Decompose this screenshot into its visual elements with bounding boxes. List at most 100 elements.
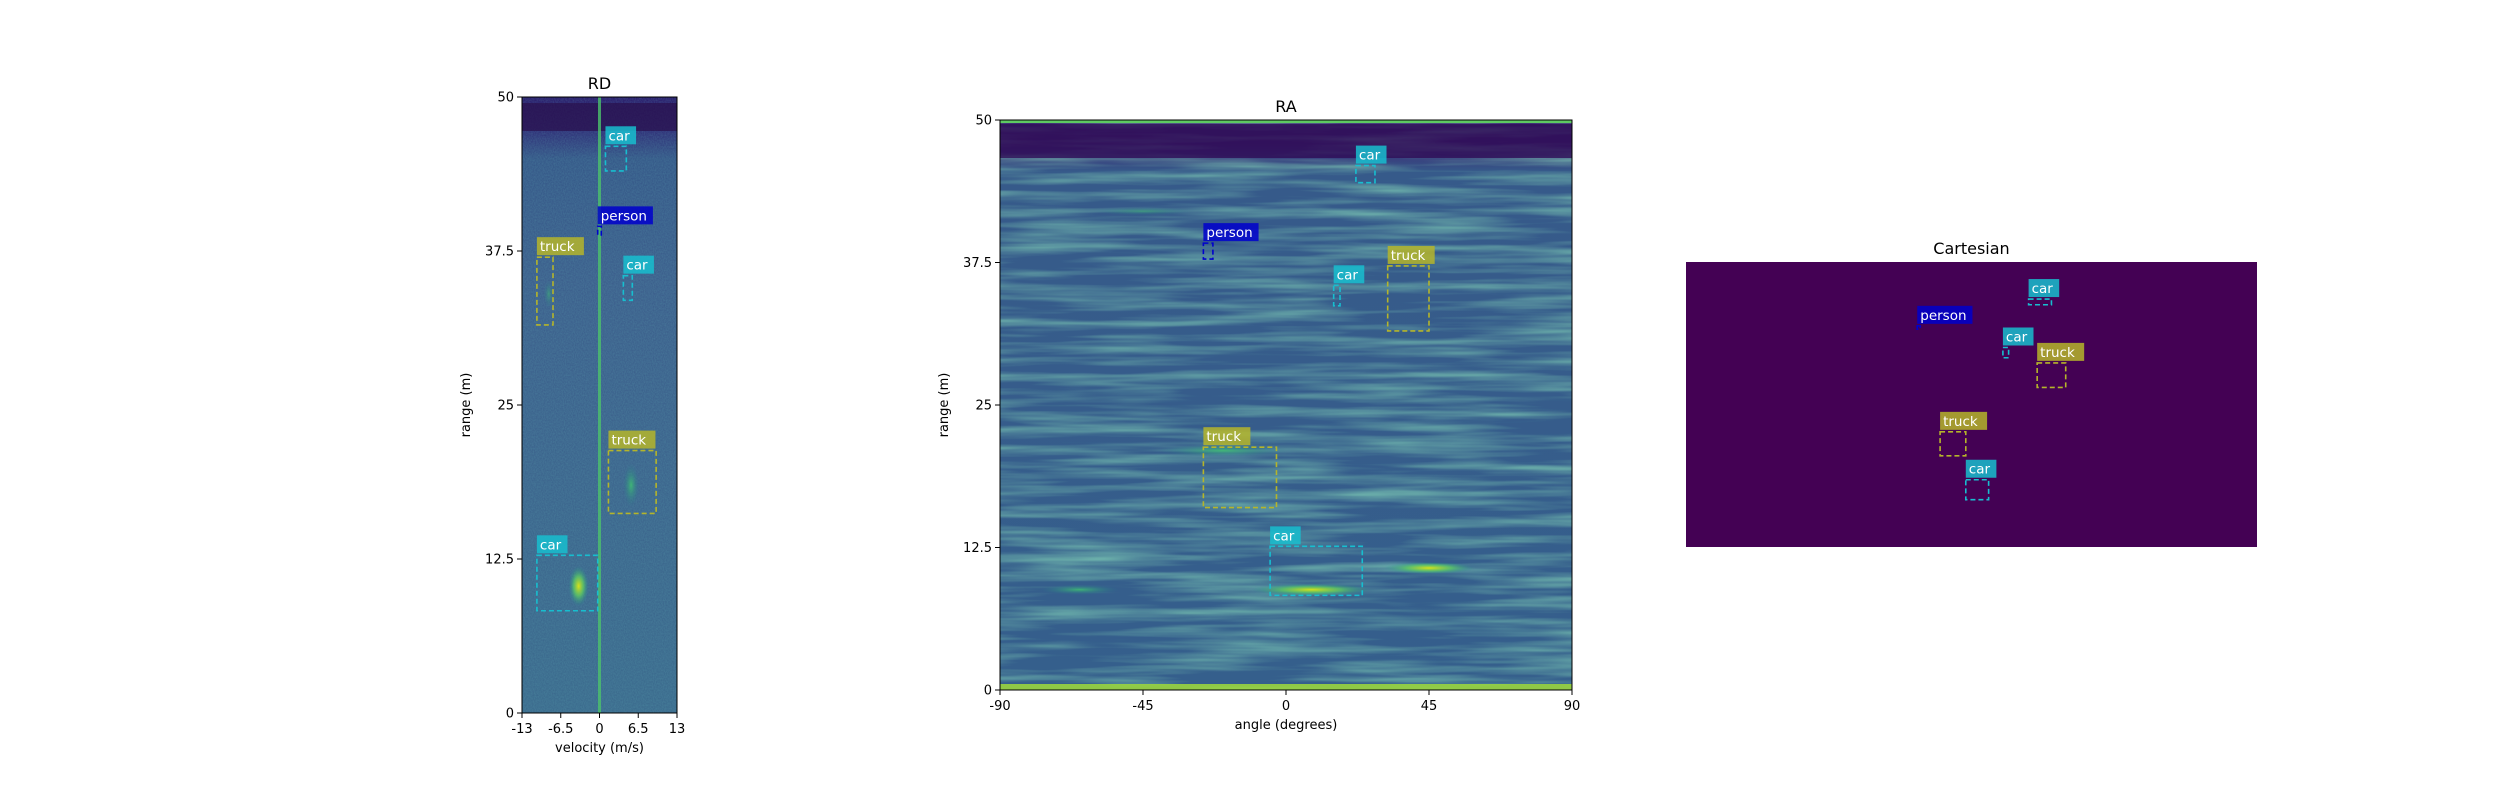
x-tick-label: 0 — [595, 722, 603, 737]
bbox-label-bg — [2002, 327, 2034, 346]
chart-panel-ra: RA -90 -45 0 45 90 0 12.5 25 37.5 50 angle (degrees… — [937, 97, 1580, 733]
bbox-person — [1916, 325, 1921, 331]
x-tick-label: 0 — [1282, 699, 1290, 714]
bbox-label-bg — [605, 126, 637, 145]
zero-doppler-line — [598, 97, 601, 713]
bbox-car — [1964, 478, 1990, 501]
bbox-label-bg — [597, 206, 653, 225]
x-tick-label: 6.5 — [628, 722, 649, 737]
bbox-label-bg — [1355, 145, 1387, 164]
hotspot — [1039, 584, 1120, 595]
x-tick-label: 13 — [669, 722, 686, 737]
bbox-label-bg — [1203, 223, 1259, 242]
x-tick-label: -13 — [511, 722, 532, 737]
bbox-car — [604, 145, 628, 172]
bbox-label-bg — [536, 535, 568, 554]
bbox-truck — [536, 256, 554, 326]
bbox-label-bg — [1940, 411, 1988, 430]
y-tick-label: 12.5 — [963, 541, 992, 556]
hotspot — [623, 463, 640, 508]
bbox-label: truck — [1206, 429, 1241, 445]
bbox-label: car — [1359, 148, 1381, 164]
hotspot — [1384, 562, 1474, 575]
y-tick-label: 25 — [975, 399, 992, 414]
bbox-label: truck — [540, 239, 575, 255]
x-tick-label: -90 — [989, 699, 1010, 714]
hotspot — [1251, 583, 1372, 596]
bbox-truck — [1939, 431, 1967, 457]
bbox-label: truck — [611, 433, 646, 449]
chart-title: RA — [1275, 97, 1296, 116]
y-axis-label: range (m) — [937, 373, 952, 438]
bbox-label: person — [601, 208, 647, 224]
heatmap-band — [1000, 124, 1572, 158]
x-tick-label: -45 — [1132, 699, 1153, 714]
chart-panel-rd: RD -13 -6.5 0 6.5 13 0 12.5 25 37.5 50 velocity (m/… — [459, 74, 685, 756]
bbox-label: car — [2032, 281, 2054, 297]
bbox-label-bg — [623, 255, 654, 274]
bbox-car — [1355, 164, 1376, 184]
bbox-label: car — [626, 258, 648, 274]
chart-panel-cartesian: Cartesian car person car truck truck car — [1686, 239, 2257, 547]
bbox-label-bg — [2037, 342, 2085, 361]
heatmap-edge — [1000, 120, 1572, 123]
bbox-truck — [1386, 265, 1430, 332]
x-axis-label: angle (degrees) — [1235, 718, 1338, 733]
x-axis-label: velocity (m/s) — [555, 741, 644, 756]
bbox-truck — [2036, 362, 2067, 389]
bbox-label: car — [540, 537, 562, 553]
x-tick-label: -6.5 — [548, 722, 573, 737]
heatmap-edge — [1000, 684, 1572, 690]
x-tick-label: 45 — [1421, 699, 1438, 714]
y-tick-label: 0 — [984, 684, 992, 699]
y-tick-label: 37.5 — [963, 256, 992, 271]
bbox-label-bg — [536, 237, 584, 256]
heatmap-image — [522, 97, 677, 713]
bbox-label: car — [1337, 267, 1359, 283]
bbox-label-bg — [608, 430, 656, 449]
bbox-label: truck — [1943, 414, 1978, 430]
y-tick-label: 25 — [497, 399, 514, 414]
y-tick-label: 12.5 — [485, 553, 514, 568]
bbox-label-bg — [1965, 459, 1997, 478]
bbox-label: truck — [1391, 248, 1426, 264]
y-tick-label: 50 — [497, 91, 514, 106]
chart-title: Cartesian — [1933, 239, 2009, 258]
bbox-label: car — [1273, 528, 1295, 544]
heatmap-image — [1686, 262, 2257, 547]
bbox-car — [1332, 284, 1341, 307]
bbox-label: car — [608, 128, 630, 144]
bbox-label: car — [2006, 330, 2028, 346]
bbox-label: person — [1920, 308, 1966, 324]
hotspot — [1093, 207, 1193, 216]
bbox-label: person — [1206, 225, 1252, 241]
heatmap-image — [1000, 120, 1572, 690]
bbox-label-bg — [1270, 526, 1301, 545]
bbox-label-bg — [1387, 245, 1435, 264]
hotspot — [543, 280, 554, 309]
bbox-car — [536, 554, 599, 612]
bbox-label: car — [1969, 462, 1991, 478]
y-axis-label: range (m) — [459, 373, 474, 438]
heatmap-background — [1686, 262, 2257, 547]
bbox-car — [622, 274, 634, 302]
y-tick-label: 37.5 — [485, 245, 514, 260]
bbox-label-bg — [1203, 427, 1251, 446]
y-tick-label: 0 — [506, 707, 514, 722]
bbox-label-bg — [1917, 305, 1973, 324]
hotspot — [568, 566, 589, 607]
bbox-label-bg — [2028, 279, 2060, 298]
bbox-car — [2027, 298, 2053, 306]
heatmap-streaks — [1000, 120, 1572, 690]
bbox-car — [2002, 346, 2010, 359]
bbox-label-bg — [1333, 265, 1365, 284]
bbox-person — [1202, 242, 1214, 260]
x-tick-label: 90 — [1564, 699, 1581, 714]
bbox-person — [596, 225, 603, 236]
chart-title: RD — [588, 74, 611, 93]
bbox-car — [1269, 545, 1364, 597]
bbox-truck — [1202, 446, 1278, 509]
y-tick-label: 50 — [975, 114, 992, 129]
